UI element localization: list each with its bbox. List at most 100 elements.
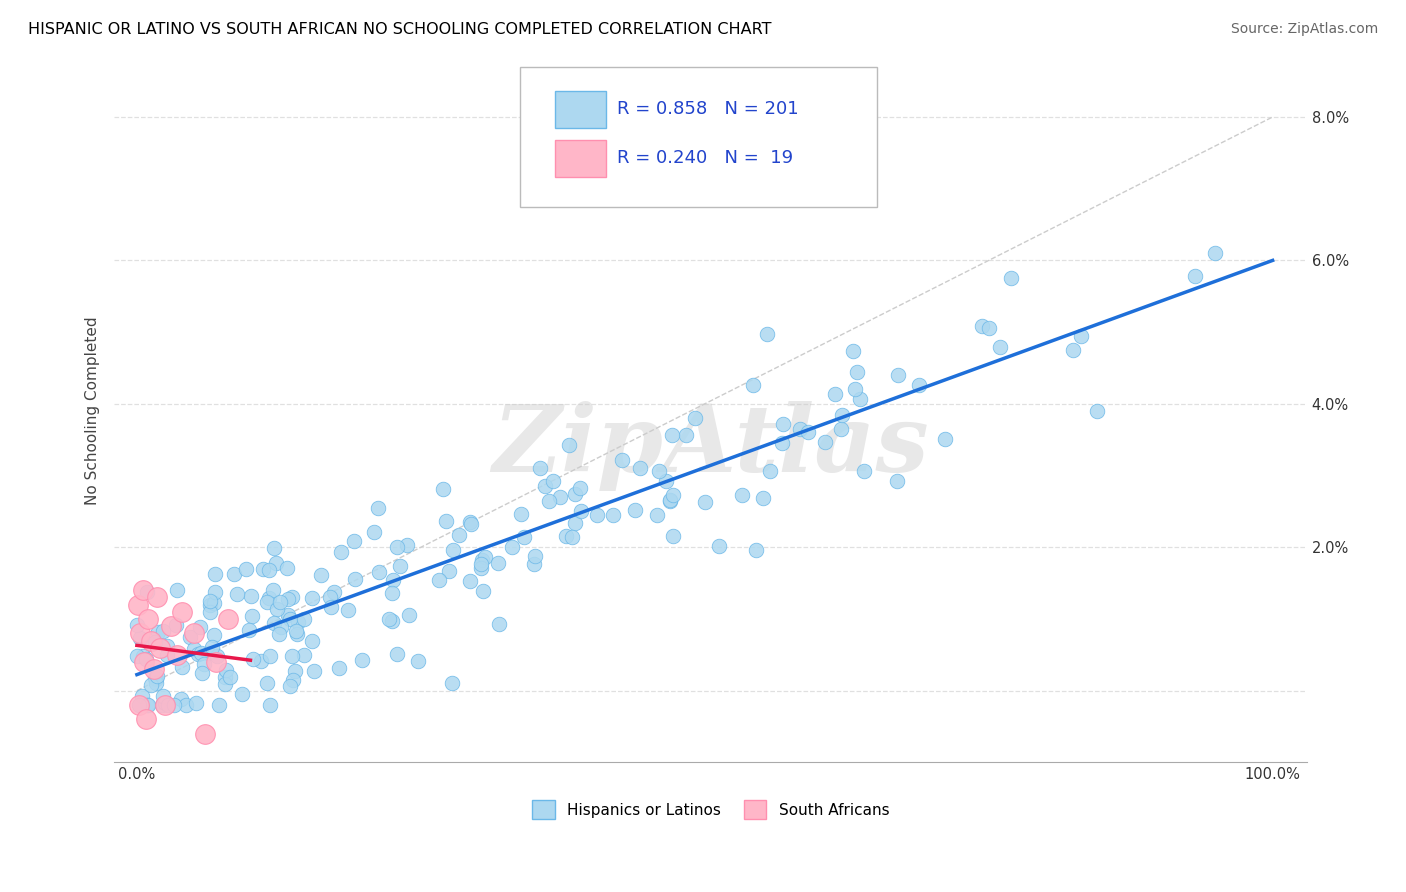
- Point: [127, 648, 149, 663]
- Point: [853, 464, 876, 478]
- Point: [675, 427, 697, 442]
- Point: [1204, 245, 1226, 260]
- Point: [172, 605, 194, 619]
- Point: [267, 626, 290, 640]
- Point: [742, 378, 765, 392]
- Point: [319, 599, 342, 614]
- Point: [152, 624, 174, 638]
- Point: [486, 556, 509, 570]
- Point: [624, 502, 647, 516]
- Point: [152, 689, 174, 703]
- Point: [190, 646, 212, 660]
- Point: [239, 589, 262, 603]
- Point: [263, 541, 285, 555]
- Point: [135, 713, 157, 727]
- Point: [139, 678, 162, 692]
- Point: [191, 666, 214, 681]
- Point: [730, 488, 752, 502]
- Point: [198, 605, 221, 619]
- Point: [139, 633, 162, 648]
- Point: [166, 618, 188, 632]
- Point: [131, 583, 153, 598]
- Point: [219, 670, 242, 684]
- Point: [127, 617, 149, 632]
- Point: [214, 676, 236, 690]
- Point: [343, 533, 366, 548]
- Point: [831, 408, 853, 422]
- Point: [658, 494, 681, 508]
- Point: [441, 543, 464, 558]
- Point: [648, 464, 671, 478]
- Point: [548, 490, 571, 504]
- Point: [128, 698, 150, 712]
- Point: [659, 492, 682, 507]
- Point: [278, 612, 301, 626]
- Point: [142, 662, 165, 676]
- Point: [193, 657, 215, 672]
- Point: [844, 382, 866, 396]
- Point: [368, 565, 391, 579]
- Point: [695, 495, 717, 509]
- Point: [564, 487, 586, 501]
- Point: [585, 508, 607, 523]
- Point: [259, 563, 281, 577]
- Point: [301, 591, 323, 606]
- Point: [150, 698, 173, 712]
- Point: [145, 673, 167, 687]
- Point: [284, 664, 307, 678]
- Point: [131, 690, 153, 704]
- Point: [363, 525, 385, 540]
- Point: [188, 620, 211, 634]
- Point: [1062, 343, 1084, 357]
- Point: [205, 655, 228, 669]
- Point: [934, 432, 956, 446]
- Point: [406, 654, 429, 668]
- Text: ZipAtlas: ZipAtlas: [492, 401, 929, 491]
- Point: [287, 615, 309, 629]
- Point: [262, 583, 284, 598]
- Point: [214, 670, 236, 684]
- Point: [149, 640, 172, 655]
- Point: [235, 562, 257, 576]
- Point: [183, 642, 205, 657]
- Point: [789, 422, 811, 436]
- Point: [198, 594, 221, 608]
- Point: [458, 574, 481, 589]
- Point: [263, 616, 285, 631]
- FancyBboxPatch shape: [555, 91, 606, 128]
- Point: [166, 582, 188, 597]
- Point: [344, 572, 367, 586]
- Point: [281, 648, 304, 663]
- Point: [887, 368, 910, 382]
- Point: [628, 461, 651, 475]
- Point: [292, 612, 315, 626]
- Point: [367, 501, 389, 516]
- Point: [277, 607, 299, 622]
- Point: [1184, 269, 1206, 284]
- Point: [662, 488, 685, 502]
- Point: [226, 587, 249, 601]
- Point: [557, 438, 579, 452]
- Point: [323, 585, 346, 599]
- Point: [602, 508, 624, 522]
- Point: [979, 321, 1001, 335]
- Point: [194, 727, 217, 741]
- Point: [610, 453, 633, 467]
- Point: [128, 698, 150, 712]
- Point: [155, 698, 177, 712]
- Point: [543, 475, 565, 489]
- Point: [204, 585, 226, 599]
- Point: [441, 676, 464, 690]
- Point: [135, 651, 157, 665]
- Point: [337, 603, 360, 617]
- Point: [309, 567, 332, 582]
- Point: [474, 550, 496, 565]
- Point: [201, 640, 224, 655]
- Point: [569, 504, 592, 518]
- Point: [270, 619, 292, 633]
- Point: [437, 564, 460, 578]
- Point: [350, 653, 373, 667]
- Point: [755, 326, 778, 341]
- Point: [509, 507, 531, 521]
- Point: [153, 696, 176, 710]
